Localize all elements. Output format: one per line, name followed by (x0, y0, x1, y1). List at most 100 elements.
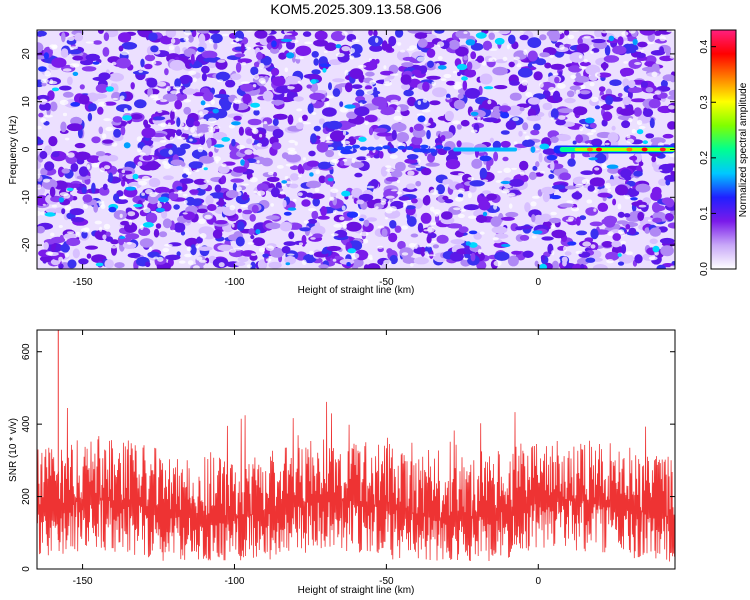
colorbar (711, 30, 736, 269)
noise-gap (389, 154, 398, 159)
noise-gap (148, 95, 155, 99)
noise-gap (52, 44, 58, 50)
noise-blob (486, 159, 491, 171)
noise-blob (270, 47, 280, 54)
noise-blob (253, 61, 260, 68)
noise-blob (152, 116, 166, 121)
noise-blob (605, 251, 620, 261)
noise-gap (579, 126, 584, 132)
noise-blob (564, 251, 572, 256)
noise-blob (566, 90, 575, 98)
noise-gap (594, 167, 600, 171)
noise-blob (206, 137, 212, 149)
noise-gap (112, 97, 119, 101)
noise-gap (377, 245, 384, 249)
noise-blob (232, 166, 248, 173)
noise-gap (58, 225, 63, 228)
colorbar-tick-label: 0.2 (699, 150, 710, 164)
noise-blob (165, 30, 177, 38)
noise-blob (651, 160, 657, 168)
noise-blob (313, 39, 329, 47)
noise-blob (339, 101, 344, 107)
noise-gap (440, 78, 447, 81)
noise-gap (666, 30, 675, 33)
noise-gap (460, 209, 466, 212)
noise-blob (329, 130, 346, 142)
noise-blob (339, 160, 345, 167)
noise-blob (221, 101, 231, 111)
noise-blob (38, 112, 44, 118)
noise-blob (667, 222, 675, 229)
signal-peak (641, 147, 648, 152)
noise-blob (397, 240, 406, 250)
amplitude-spot (461, 76, 468, 81)
noise-gap (173, 191, 179, 194)
noise-blob (140, 58, 145, 68)
amplitude-spot (38, 66, 47, 72)
noise-gap (263, 121, 268, 125)
noise-gap (287, 147, 296, 151)
noise-blob (380, 166, 388, 177)
noise-blob (607, 132, 619, 143)
noise-gap (315, 169, 321, 175)
noise-gap (488, 57, 497, 62)
noise-blob (391, 122, 407, 132)
noise-gap (422, 98, 428, 103)
noise-blob (650, 190, 662, 201)
noise-gap (207, 126, 213, 129)
noise-blob (388, 36, 397, 47)
noise-gap (183, 37, 190, 42)
noise-gap (149, 247, 152, 251)
noise-blob (432, 244, 439, 249)
noise-blob (176, 117, 181, 128)
noise-blob (379, 151, 384, 159)
noise-gap (539, 82, 544, 88)
noise-blob (479, 73, 493, 85)
noise-blob (354, 172, 363, 178)
noise-blob (271, 67, 280, 76)
noise-gap (218, 262, 225, 268)
noise-gap (365, 155, 371, 161)
noise-blob (118, 45, 124, 52)
noise-blob (332, 78, 345, 83)
noise-blob (658, 163, 674, 174)
noise-blob (306, 180, 322, 189)
amplitude-spot (132, 173, 139, 180)
noise-gap (493, 260, 502, 267)
noise-blob (37, 161, 42, 169)
noise-blob (511, 250, 522, 255)
amplitude-spot (539, 263, 547, 269)
noise-blob (213, 94, 230, 99)
noise-gap (217, 59, 226, 63)
y-tick-label: 20 (21, 48, 32, 60)
noise-blob (500, 140, 511, 148)
noise-blob (500, 216, 515, 221)
noise-gap (636, 119, 643, 126)
noise-gap (341, 46, 351, 52)
noise-gap (375, 37, 379, 43)
noise-blob (241, 194, 249, 201)
noise-gap (221, 163, 227, 167)
noise-gap (341, 31, 348, 36)
noise-blob (196, 30, 212, 34)
noise-blob (301, 114, 308, 122)
noise-blob (457, 193, 464, 198)
noise-gap (454, 81, 462, 86)
noise-blob (444, 199, 454, 204)
noise-blob (602, 111, 613, 122)
noise-gap (567, 34, 575, 40)
noise-blob (180, 231, 186, 236)
noise-blob (505, 120, 517, 130)
noise-blob (384, 106, 395, 115)
noise-blob (469, 184, 477, 193)
noise-blob (539, 52, 550, 58)
noise-blob (443, 178, 454, 185)
noise-gap (45, 251, 54, 256)
noise-gap (559, 44, 565, 50)
noise-gap (231, 223, 235, 228)
noise-blob (450, 239, 465, 245)
noise-blob (356, 199, 365, 205)
noise-gap (575, 183, 584, 188)
noise-gap (249, 177, 258, 183)
noise-gap (575, 89, 581, 95)
